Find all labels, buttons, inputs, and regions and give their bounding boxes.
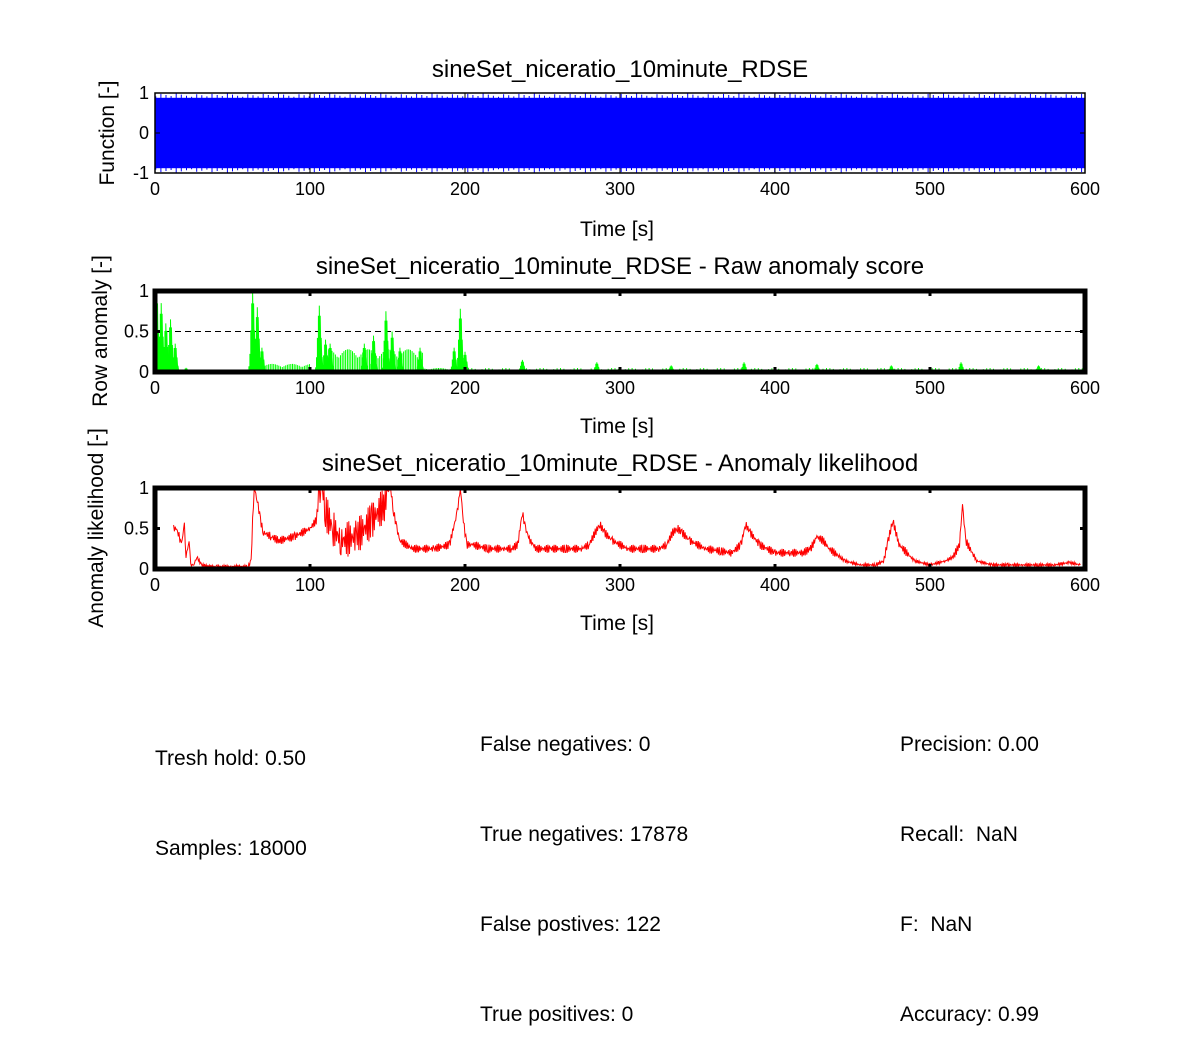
chart-panel-2: 0 100 200 300 400 500 600 0 0.5 1 sineSet_nicerati…: [89, 253, 1100, 438]
figure: 0 100 200 300 400 500 600-101sineSet_niceratio…: [85, 56, 1100, 635]
accuracy-label: Accuracy: 0.99: [900, 1003, 1039, 1026]
x-axis-label: Time [s]: [580, 612, 654, 635]
raw-anomaly-peak-13: [368, 335, 378, 372]
x-tick-label: 400: [760, 179, 790, 199]
x-axis-label: Time [s]: [580, 415, 654, 438]
x-tick-label: 400: [760, 378, 790, 398]
true-positives-label: True positives: 0: [480, 1003, 634, 1026]
axes-box: [152, 485, 1088, 572]
x-axis-label: Time [s]: [580, 218, 654, 241]
x-tick-label: 0: [150, 378, 160, 398]
chart-title: sineSet_niceratio_10minute_RDSE: [432, 56, 808, 83]
x-tick-label: 200: [450, 179, 480, 199]
x-tick-label: 300: [605, 378, 635, 398]
x-tick-label: 100: [295, 378, 325, 398]
chart-title: sineSet_niceratio_10minute_RDSE - Raw an…: [316, 253, 924, 280]
raw-anomaly-peak-14: [380, 311, 391, 372]
x-tick-label: 600: [1070, 179, 1100, 199]
y-axis-label: Function [-]: [96, 80, 119, 185]
y-tick-label: 0: [139, 123, 149, 143]
x-tick-label: 500: [915, 575, 945, 595]
chart-panel-3: 0 100 200 300 400 500 600 0 0.5 1 sineSet_nicerati…: [85, 428, 1100, 635]
plot-area: [155, 93, 1085, 173]
plot-area: [173, 488, 1081, 569]
y-tick-label: 0: [139, 559, 149, 579]
x-tick-label: 200: [450, 575, 480, 595]
x-tick-label: 600: [1070, 378, 1100, 398]
x-tick-label: 400: [760, 575, 790, 595]
stats-middle: False negatives: 0 True negatives: 17878…: [480, 670, 688, 1060]
x-tick-label: 0: [150, 179, 160, 199]
raw-anomaly-peak-9: [314, 305, 324, 372]
stats-left: Tresh hold: 0.50 Samples: 18000: [155, 684, 307, 894]
y-tick-label: -1: [133, 163, 149, 183]
x-tick-label: 100: [295, 179, 325, 199]
f-score-label: F: NaN: [900, 913, 973, 936]
y-tick-label: 1: [139, 83, 149, 103]
false-positives-label: False postives: 122: [480, 913, 661, 936]
y-tick-label: 0.5: [124, 519, 149, 539]
false-negatives-label: False negatives: 0: [480, 733, 651, 756]
y-tick-label: 0.5: [124, 322, 149, 342]
stats-right: Precision: 0.00 Recall: NaN F: NaN Accur…: [900, 670, 1039, 1060]
x-tick-label: 500: [915, 179, 945, 199]
x-tick-label: 0: [150, 575, 160, 595]
y-axis-label: Anomaly likelihood [-]: [85, 428, 108, 628]
chart-title: sineSet_niceratio_10minute_RDSE - Anomal…: [322, 450, 918, 477]
sine-series-band: [155, 97, 1085, 169]
x-tick-label: 200: [450, 378, 480, 398]
chart-panel-1: 0 100 200 300 400 500 600-101sineSet_niceratio…: [96, 56, 1100, 241]
x-tick-label: 600: [1070, 575, 1100, 595]
samples-label: Samples: 18000: [155, 837, 307, 860]
x-tick-label: 300: [605, 179, 635, 199]
x-tick-label: 500: [915, 378, 945, 398]
plot-area: [155, 291, 1085, 372]
x-tick-label: 100: [295, 575, 325, 595]
y-tick-label: 1: [139, 478, 149, 498]
recall-label: Recall: NaN: [900, 823, 1018, 846]
true-negatives-label: True negatives: 17878: [480, 823, 689, 846]
y-tick-label: 1: [139, 281, 149, 301]
x-tick-label: 300: [605, 575, 635, 595]
y-axis-label: Row anomaly [-]: [89, 255, 112, 407]
precision-label: Precision: 0.00: [900, 733, 1039, 756]
threshold-label: Tresh hold: 0.50: [155, 747, 306, 770]
y-tick-label: 0: [139, 362, 149, 382]
anomaly-likelihood-line: [173, 488, 1081, 569]
